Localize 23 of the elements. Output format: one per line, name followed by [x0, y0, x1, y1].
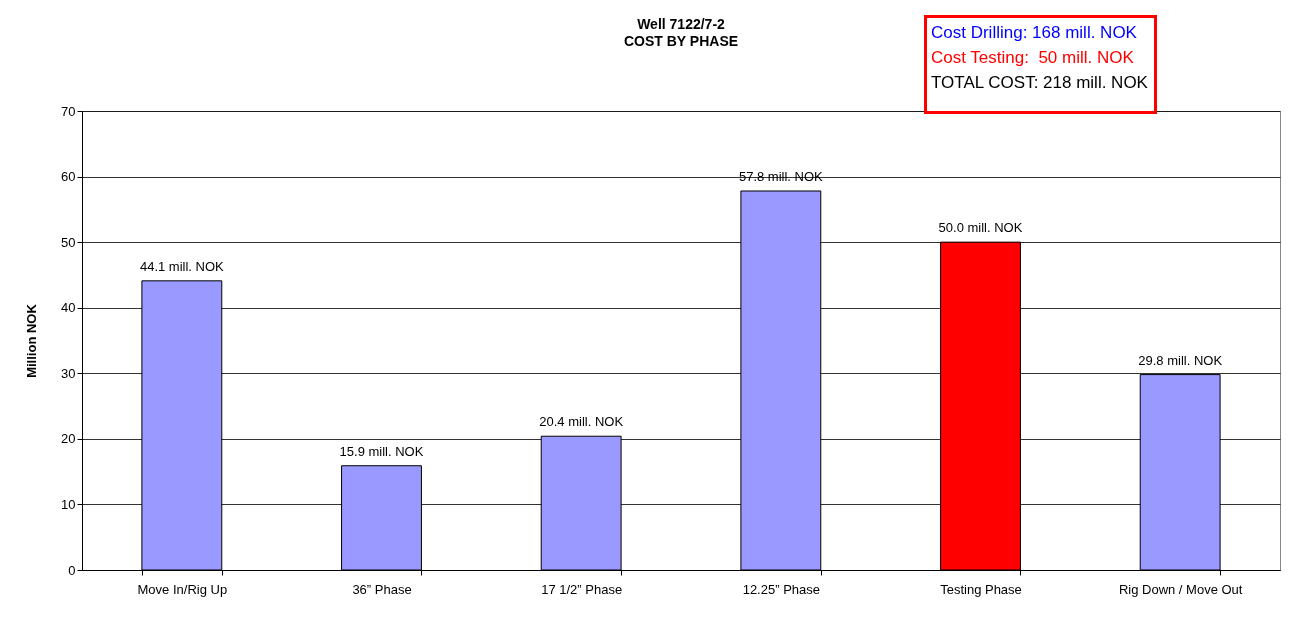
- x-tick-label: 36” Phase: [352, 581, 412, 597]
- x-tick-label: 17 1/2” Phase: [541, 581, 623, 597]
- y-tick-label: 20: [61, 431, 76, 447]
- x-tick-label: 12.25” Phase: [742, 581, 821, 597]
- x-tick-label: Move In/Rig Up: [137, 581, 228, 597]
- y-tick-label: 10: [61, 496, 76, 512]
- y-axis-title: Million NOK: [24, 303, 40, 378]
- x-tick-label: Testing Phase: [940, 581, 1022, 597]
- y-tick-label: 30: [61, 365, 76, 381]
- y-tick-label: 40: [61, 300, 76, 316]
- y-tick-label: 0: [68, 562, 76, 578]
- y-tick-label: 60: [61, 169, 76, 185]
- chart-title: Well 7122/7-2: [637, 16, 726, 32]
- y-tick-label: 50: [61, 234, 76, 250]
- data-label: 15.9 mill. NOK: [339, 443, 424, 459]
- data-label: 29.8 mill. NOK: [1138, 352, 1223, 368]
- x-tick-label: Rig Down / Move Out: [1118, 581, 1243, 597]
- data-label: 20.4 mill. NOK: [539, 414, 624, 430]
- data-label: 44.1 mill. NOK: [139, 258, 225, 274]
- text-box: Cost Drilling: 168 mill. NOK Cost Testing: 50 mill. NOK TOTAL COST: 218 mill. NOK: [924, 15, 1157, 114]
- y-tick-label: 70: [61, 103, 76, 119]
- chart-subtitle: COST BY PHASE: [623, 33, 739, 49]
- data-label: 50.0 mill. NOK: [938, 220, 1023, 236]
